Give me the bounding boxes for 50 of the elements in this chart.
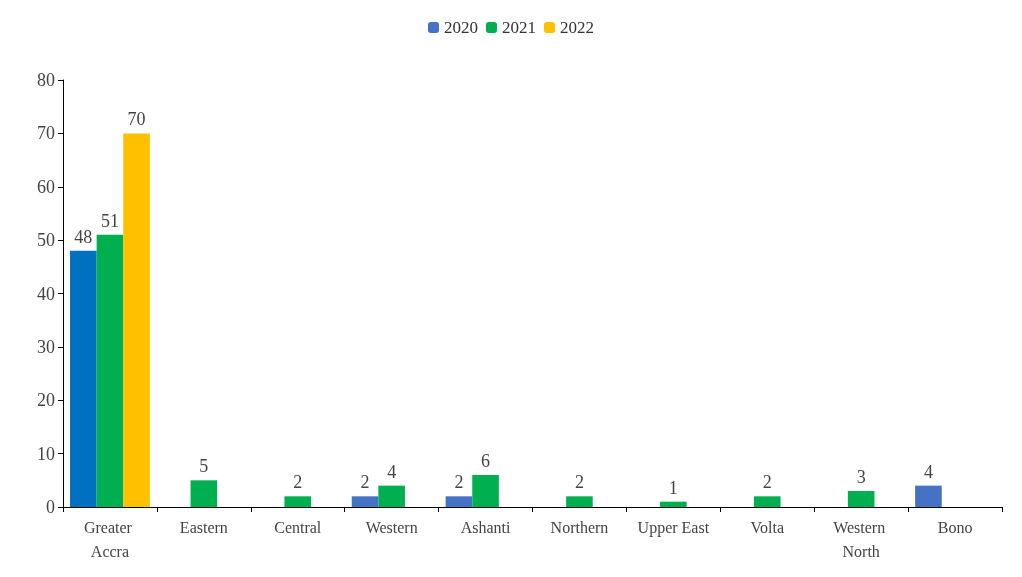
bar [96, 234, 124, 507]
data-label: 3 [856, 466, 866, 487]
legend-label: 2021 [502, 18, 536, 37]
x-tick-label: Upper East [637, 518, 710, 537]
y-tick-label: 50 [37, 230, 55, 251]
y-tick-label: 20 [37, 390, 55, 411]
y-tick-label: 60 [37, 176, 55, 197]
bar [351, 496, 379, 507]
x-tick-label: Volta [750, 518, 784, 536]
bar [445, 496, 473, 507]
bar [566, 496, 593, 507]
y-tick-label: 30 [37, 336, 55, 357]
data-label: 4 [923, 461, 933, 482]
bar [660, 501, 687, 507]
data-label: 2 [574, 472, 584, 493]
legend-label: 2020 [444, 18, 478, 37]
y-tick-label: 0 [46, 497, 55, 517]
bar [284, 496, 312, 507]
x-tick-label: Ashanti [460, 518, 511, 536]
data-label: 2 [360, 472, 370, 493]
bar [753, 496, 781, 507]
data-label: 6 [481, 450, 491, 471]
data-label: 51 [100, 210, 119, 231]
x-tick-label: Greater Accra [83, 518, 136, 560]
data-label: 2 [454, 472, 464, 493]
bar [190, 480, 218, 507]
x-tick-label: Northern [550, 518, 609, 536]
x-tick-label: Western [365, 518, 418, 536]
bar [123, 133, 150, 507]
data-label: 2 [293, 472, 303, 493]
data-label: 5 [199, 456, 209, 477]
x-tick-label: Eastern [179, 518, 228, 536]
data-label: 2 [762, 472, 772, 493]
y-tick-label: 40 [37, 283, 55, 304]
data-label: 70 [127, 109, 146, 130]
y-tick-label: 80 [37, 70, 55, 90]
x-tick-label: Western North [833, 518, 890, 560]
bar [847, 490, 875, 507]
y-tick-label: 10 [37, 443, 55, 464]
x-tick-label: Central [274, 518, 322, 536]
bar [378, 485, 405, 507]
data-label: 48 [74, 226, 93, 247]
bar [70, 250, 97, 507]
legend-label: 2022 [560, 18, 594, 37]
y-tick-label: 70 [37, 123, 55, 144]
data-label: 4 [387, 461, 397, 482]
bar [915, 485, 942, 507]
bar [472, 474, 499, 507]
data-label: 1 [668, 477, 678, 498]
x-tick-label: Bono [937, 518, 973, 536]
